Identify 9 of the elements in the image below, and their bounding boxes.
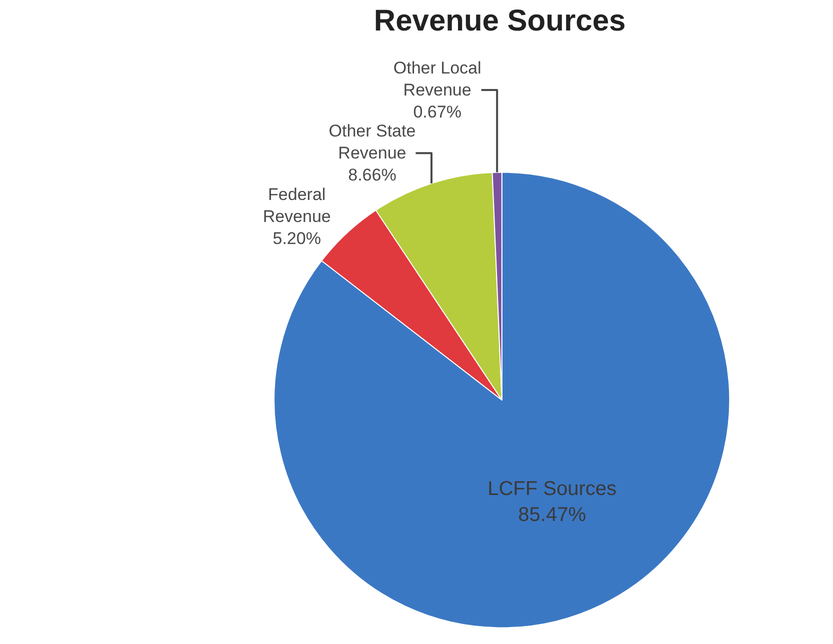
data-label: 0.67% bbox=[413, 102, 462, 122]
data-label: 5.20% bbox=[272, 228, 321, 248]
data-label: 8.66% bbox=[348, 166, 396, 185]
slice-label: Other Local Revenue bbox=[393, 58, 482, 100]
data-label: 85.47% bbox=[518, 504, 586, 526]
chart-title: Revenue Sources bbox=[374, 4, 626, 38]
slice-label: Federal Revenue bbox=[262, 184, 331, 226]
slice-label: LCFF Sources bbox=[488, 478, 617, 500]
slice-label: Other State Revenue bbox=[328, 122, 416, 163]
